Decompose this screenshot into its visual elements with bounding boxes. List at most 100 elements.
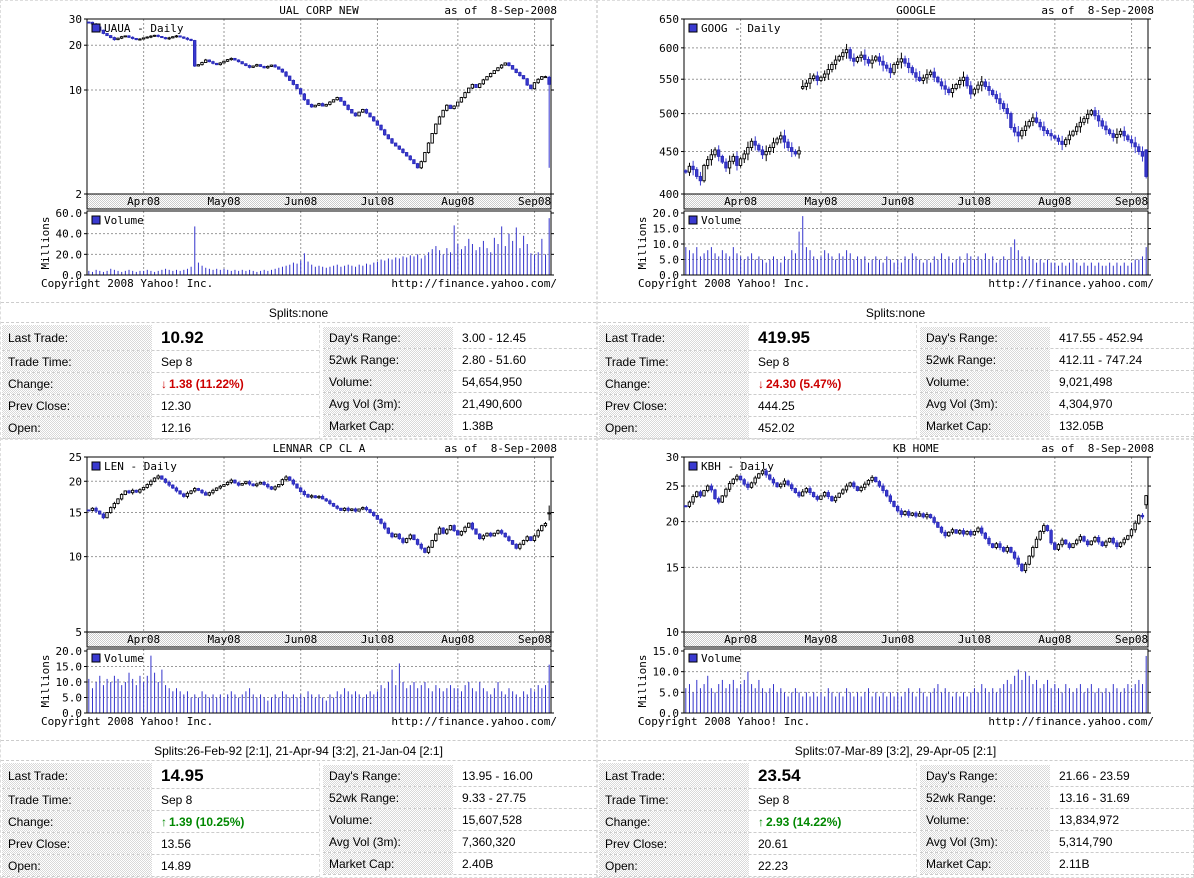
uaua-trade-time-value: Sep 8: [161, 354, 193, 369]
uaua-splits-text: Splits:none: [1, 302, 596, 323]
len-quote-table-right: Day's Range: 13.95 - 16.00 52wk Range: 9…: [323, 765, 597, 875]
quadrant-uaua: 30 20 10 2 60.0 40.0 20.0 0.0 Apr08 May08 Jun08 Jul…: [0, 0, 597, 440]
change-row: Change: ↓ 24.30 (5.47%): [599, 373, 916, 395]
kbh-days-range-value: 21.66 - 23.59: [1059, 768, 1130, 783]
svg-text:http://finance.yahoo.com/: http://finance.yahoo.com/: [391, 715, 557, 728]
open-row: Open: 452.02: [599, 417, 916, 439]
svg-text:20: 20: [69, 475, 82, 488]
days-range-row: Day's Range: 417.55 - 452.94: [920, 327, 1194, 349]
kbh-change-arrow-icon: ↑: [758, 814, 764, 829]
change-row: Change: ↑ 1.39 (10.25%): [2, 811, 319, 833]
avg-vol-row: Avg Vol (3m): 7,360,320: [323, 831, 597, 853]
volume-row: Volume: 9,021,498: [920, 371, 1194, 393]
len-splits-text: Splits:26-Feb-92 [2:1], 21-Apr-94 [3:2],…: [1, 740, 596, 761]
goog-open-value: 452.02: [758, 420, 795, 435]
svg-text:5: 5: [75, 626, 82, 639]
days-range-label: Day's Range:: [920, 765, 1050, 786]
svg-text:10: 10: [666, 626, 679, 639]
days-range-label: Day's Range:: [920, 327, 1050, 348]
goog-change-value: ↓ 24.30 (5.47%): [749, 377, 841, 391]
svg-text:http://finance.yahoo.com/: http://finance.yahoo.com/: [391, 277, 557, 290]
len-quote-table-left: Last Trade: 14.95 Trade Time: Sep 8 Chan…: [2, 763, 320, 877]
svg-text:0.0: 0.0: [62, 707, 82, 720]
svg-text:Jul08: Jul08: [958, 633, 991, 646]
svg-text:Apr08: Apr08: [724, 633, 757, 646]
trade-time-row: Trade Time: Sep 8: [2, 351, 319, 373]
volume-row: Volume: 15,607,528: [323, 809, 597, 831]
svg-text:60.0: 60.0: [56, 207, 83, 220]
goog-prev-close-value: 444.25: [758, 398, 795, 413]
last-trade-label: Last Trade:: [599, 763, 749, 788]
kbh-open-value: 22.23: [758, 858, 789, 873]
svg-text:May08: May08: [804, 633, 837, 646]
uaua-stock-chart-image: 30 20 10 2 60.0 40.0 20.0 0.0 Apr08 May08 Jun08 Jul…: [3, 3, 559, 299]
goog-chart-svg: 650 600 550 500 450 400 20.0 15.0 10.0 5.0 0.0 Apr0…: [636, 4, 1154, 290]
svg-text:400: 400: [659, 188, 679, 201]
svg-text:Apr08: Apr08: [724, 195, 757, 208]
goog-last-trade-value: 419.95: [758, 327, 810, 347]
last-trade-row: Last Trade: 10.92: [2, 325, 319, 351]
svg-text:Jun08: Jun08: [284, 195, 317, 208]
svg-text:Sep08: Sep08: [1115, 195, 1148, 208]
len-change-value: ↑ 1.39 (10.25%): [152, 815, 244, 829]
svg-text:40.0: 40.0: [56, 228, 83, 241]
52wk-range-row: 52wk Range: 13.16 - 31.69: [920, 787, 1194, 809]
volume-label: Volume:: [323, 809, 453, 830]
open-label: Open:: [599, 417, 749, 438]
svg-text:0.0: 0.0: [62, 269, 82, 282]
52wk-range-row: 52wk Range: 412.11 - 747.24: [920, 349, 1194, 371]
kbh-chart-svg: 30 25 20 15 10 15.0 10.0 5.0 0.0 Apr08 May08 Jun08 J…: [636, 442, 1154, 728]
days-range-row: Day's Range: 21.66 - 23.59: [920, 765, 1194, 787]
svg-text:as of 8-Sep-2008: as of 8-Sep-2008: [444, 4, 557, 17]
volume-label: Volume:: [920, 371, 1050, 392]
open-row: Open: 14.89: [2, 855, 319, 877]
kbh-stock-chart-image: 30 25 20 15 10 15.0 10.0 5.0 0.0 Apr08 May08 Jun08 J…: [600, 441, 1156, 737]
last-trade-row: Last Trade: 14.95: [2, 763, 319, 789]
avg-vol-label: Avg Vol (3m):: [323, 831, 453, 852]
kbh-avg-vol-value: 5,314,790: [1059, 834, 1113, 849]
trade-time-label: Trade Time:: [2, 789, 152, 810]
52wk-range-row: 52wk Range: 2.80 - 51.60: [323, 349, 597, 371]
avg-vol-row: Avg Vol (3m): 4,304,970: [920, 393, 1194, 415]
prev-close-label: Prev Close:: [599, 833, 749, 854]
svg-text:10.0: 10.0: [653, 238, 680, 251]
market-cap-row: Market Cap: 2.11B: [920, 853, 1194, 875]
goog-trade-time-value: Sep 8: [758, 354, 790, 369]
uaua-volume-value: 54,654,950: [462, 374, 523, 389]
kbh-52wk-range-value: 13.16 - 31.69: [1059, 790, 1130, 805]
svg-text:5.0: 5.0: [659, 254, 679, 267]
avg-vol-row: Avg Vol (3m): 5,314,790: [920, 831, 1194, 853]
volume-row: Volume: 54,654,950: [323, 371, 597, 393]
52wk-range-label: 52wk Range:: [920, 349, 1050, 370]
days-range-label: Day's Range:: [323, 765, 453, 786]
svg-text:30: 30: [666, 451, 679, 464]
goog-market-cap-value: 132.05B: [1059, 418, 1104, 433]
svg-text:LEN - Daily: LEN - Daily: [104, 460, 177, 473]
svg-text:600: 600: [659, 42, 679, 55]
svg-text:as of 8-Sep-2008: as of 8-Sep-2008: [444, 442, 557, 455]
goog-change-arrow-icon: ↓: [758, 376, 764, 391]
svg-text:KB HOME: KB HOME: [893, 442, 939, 455]
avg-vol-label: Avg Vol (3m):: [920, 831, 1050, 852]
svg-text:GOOG - Daily: GOOG - Daily: [701, 22, 781, 35]
svg-text:Millions: Millions: [636, 217, 649, 270]
quadrant-kbh: 30 25 20 15 10 15.0 10.0 5.0 0.0 Apr08 May08 Jun08 J…: [597, 438, 1194, 878]
uaua-days-range-value: 3.00 - 12.45: [462, 330, 527, 345]
uaua-market-cap-value: 1.38B: [462, 418, 494, 433]
market-cap-row: Market Cap: 1.38B: [323, 415, 597, 437]
svg-text:Jul08: Jul08: [361, 633, 394, 646]
len-52wk-range-value: 9.33 - 27.75: [462, 790, 527, 805]
open-label: Open:: [2, 417, 152, 438]
svg-text:as of 8-Sep-2008: as of 8-Sep-2008: [1041, 442, 1154, 455]
svg-text:as of 8-Sep-2008: as of 8-Sep-2008: [1041, 4, 1154, 17]
last-trade-row: Last Trade: 23.54: [599, 763, 916, 789]
svg-text:Copyright 2008 Yahoo! Inc.: Copyright 2008 Yahoo! Inc.: [41, 715, 213, 728]
prev-close-label: Prev Close:: [599, 395, 749, 416]
prev-close-row: Prev Close: 20.61: [599, 833, 916, 855]
len-last-trade-value: 14.95: [161, 765, 204, 785]
svg-text:May08: May08: [207, 195, 240, 208]
svg-text:Sep08: Sep08: [1115, 633, 1148, 646]
len-market-cap-value: 2.40B: [462, 856, 494, 871]
svg-text:May08: May08: [804, 195, 837, 208]
